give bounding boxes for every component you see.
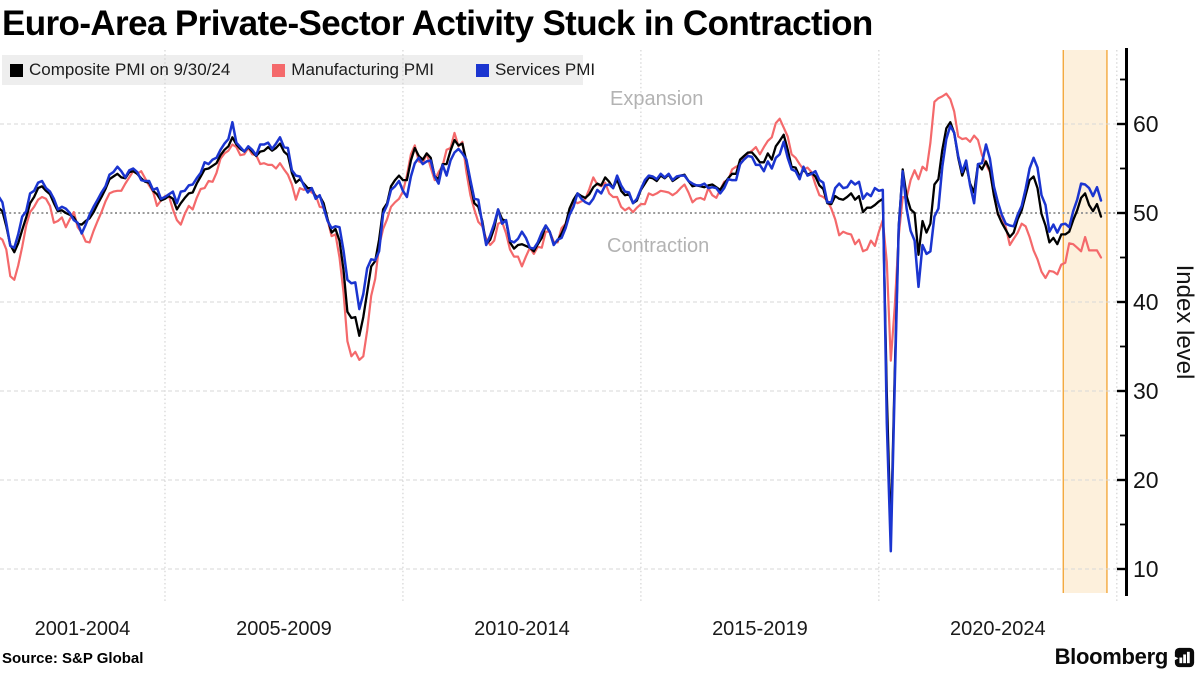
- y-tick-label: 20: [1133, 467, 1159, 493]
- legend-label: Services PMI: [494, 60, 596, 79]
- highlight-band: [1063, 50, 1107, 593]
- manufacturing-swatch-icon: [272, 63, 286, 77]
- x-axis-label: 2005-2009: [236, 618, 332, 640]
- composite-swatch-icon: [10, 63, 23, 77]
- y-tick-label: 60: [1133, 111, 1159, 137]
- source-note: Source: S&P Global: [2, 650, 144, 667]
- legend-item-manufacturing: Manufacturing PMI: [272, 60, 434, 80]
- page-title: Euro-Area Private-Sector Activity Stuck …: [2, 4, 873, 43]
- x-axis-label: 2010-2014: [474, 618, 570, 640]
- y-axis-title: Index level: [1171, 264, 1198, 380]
- composite-line: [0, 121, 1103, 539]
- bloomberg-logo: Bloomberg: [1055, 644, 1195, 670]
- manufacturing-line: [0, 92, 1103, 362]
- bloomberg-wordmark: Bloomberg: [1054, 644, 1169, 669]
- expansion-label: Expansion: [610, 88, 704, 110]
- legend-item-composite: Composite PMI on 9/30/24: [10, 60, 230, 80]
- x-axis-label: 2020-2024: [950, 618, 1046, 640]
- x-axis-label: 2015-2019: [712, 618, 808, 640]
- x-axis-label: 2001-2004: [34, 618, 131, 640]
- legend-label: Manufacturing PMI: [291, 60, 434, 79]
- services-swatch-icon: [475, 63, 489, 77]
- contraction-label: Contraction: [607, 235, 710, 257]
- y-tick-label: 30: [1133, 378, 1159, 404]
- legend-item-services: Services PMI: [475, 60, 596, 80]
- legend-label: Composite PMI on 9/30/24: [29, 60, 231, 79]
- y-tick-label: 50: [1133, 200, 1159, 226]
- services-line: [0, 120, 1103, 553]
- y-tick-label: 40: [1133, 289, 1159, 315]
- legend: Composite PMI on 9/30/24 Manufacturing PM…: [2, 55, 595, 85]
- y-tick-label: 10: [1133, 556, 1159, 582]
- bloomberg-icon: [1174, 647, 1195, 668]
